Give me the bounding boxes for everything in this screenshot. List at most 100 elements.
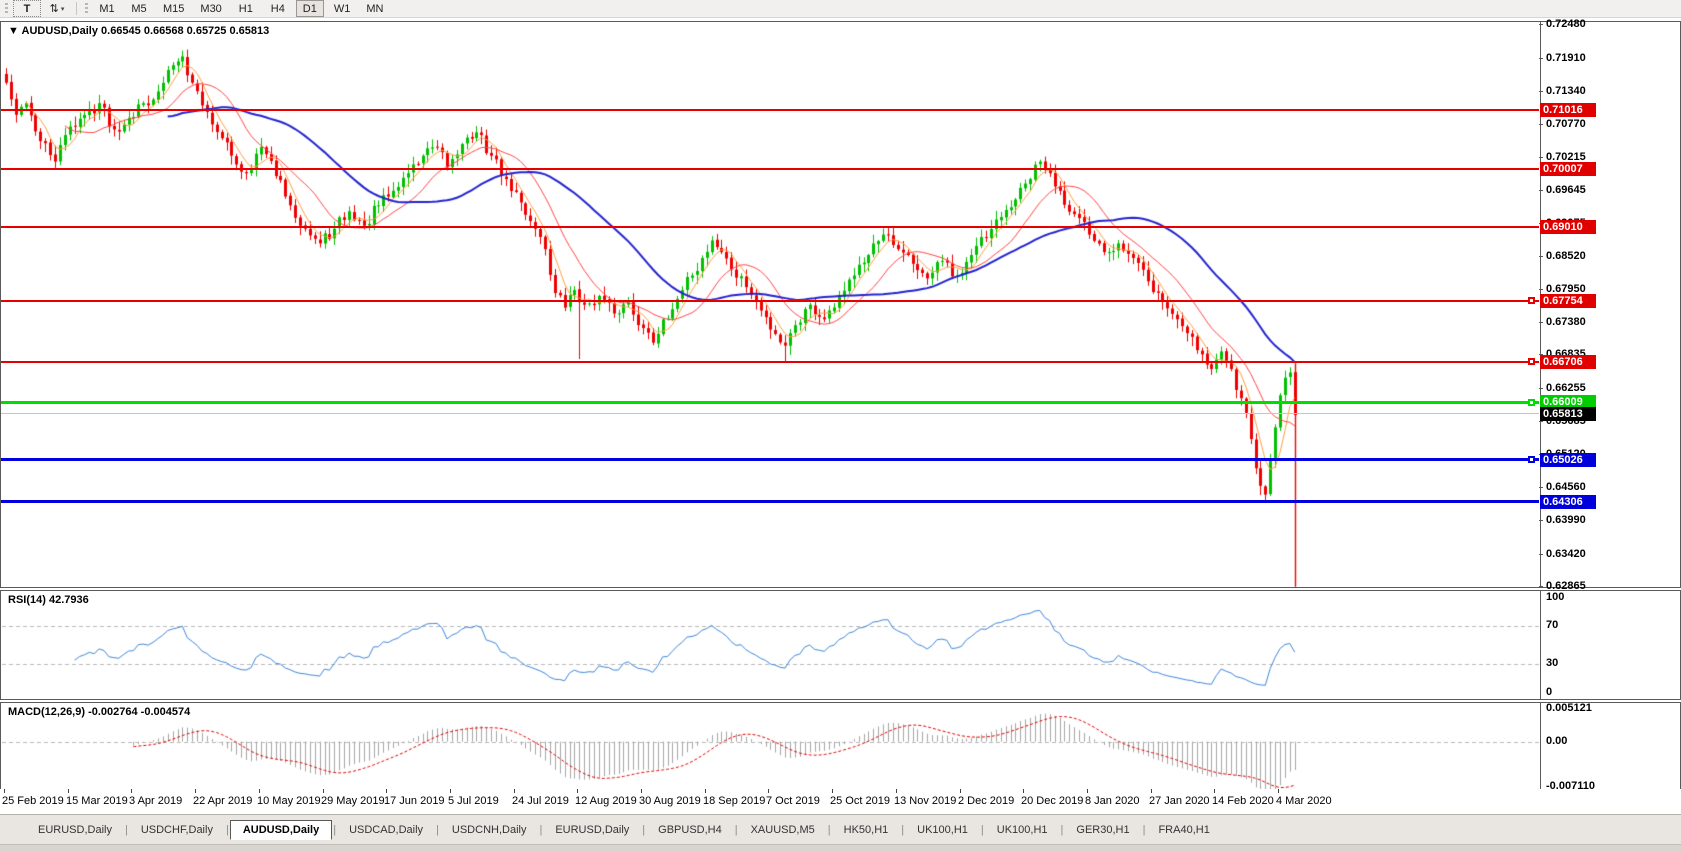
timeframe-button-m15[interactable]: M15 bbox=[163, 2, 185, 15]
window-bottom-strip bbox=[0, 844, 1681, 851]
macd-axis-line bbox=[1540, 703, 1541, 789]
time-tick bbox=[68, 789, 69, 793]
tab-separator: | bbox=[1060, 823, 1064, 836]
time-tick bbox=[705, 789, 706, 793]
timeframe-button-m30[interactable]: M30 bbox=[200, 2, 222, 15]
date-label: 29 May 2019 bbox=[321, 795, 385, 807]
chart-tab-fra40-h1[interactable]: FRA40,H1 bbox=[1158, 823, 1210, 836]
chart-tab-gbpusd-h4[interactable]: GBPUSD,H4 bbox=[658, 823, 722, 836]
chart-tab-usdcad-daily[interactable]: USDCAD,Daily bbox=[349, 823, 424, 836]
chart-tab-usdcnh-daily[interactable]: USDCNH,Daily bbox=[451, 823, 527, 836]
line-drag-handle[interactable] bbox=[1528, 399, 1535, 406]
chart-tab-ger30-h1[interactable]: GER30,H1 bbox=[1076, 823, 1130, 836]
rsi-canvas[interactable] bbox=[2, 592, 1540, 700]
horizontal-level-line-0.65026[interactable] bbox=[1, 458, 1539, 461]
price-tick bbox=[1539, 157, 1543, 158]
horizontal-level-line-0.64306[interactable] bbox=[1, 500, 1539, 503]
chart-tab-uk100-h1[interactable]: UK100,H1 bbox=[996, 823, 1048, 836]
chart-tab-usdchf-daily[interactable]: USDCHF,Daily bbox=[140, 823, 213, 836]
macd-indicator-panel[interactable]: MACD(12,26,9) -0.002764 -0.004574 bbox=[0, 702, 1681, 790]
rsi-axis-label: 70 bbox=[1546, 619, 1559, 631]
price-badge-0.66009: 0.66009 bbox=[1540, 395, 1596, 409]
date-label: 24 Jul 2019 bbox=[512, 795, 569, 807]
horizontal-level-line-0.71016[interactable] bbox=[1, 109, 1539, 111]
tab-separator: | bbox=[124, 823, 128, 836]
time-tick bbox=[1023, 789, 1024, 793]
symbol-period-label: AUDUSD,Daily bbox=[21, 25, 98, 37]
timeframe-button-w1[interactable]: W1 bbox=[333, 2, 351, 15]
chart-tab-audusd-daily[interactable]: AUDUSD,Daily bbox=[229, 819, 333, 840]
timeframe-button-m1[interactable]: M1 bbox=[99, 2, 115, 15]
timeframe-button-m5[interactable]: M5 bbox=[131, 2, 147, 15]
top-toolbar: T ⇅ ▾ M1 M5 M15 M30 H1 H4 D1 W1 MN bbox=[0, 0, 1681, 18]
price-tick bbox=[1539, 388, 1543, 389]
tab-separator: | bbox=[436, 823, 439, 836]
timeframe-button-d1[interactable]: D1 bbox=[295, 0, 324, 17]
tab-separator: | bbox=[901, 823, 905, 836]
candlestick-chart-canvas[interactable] bbox=[2, 23, 1540, 588]
timeframe-button-h1[interactable]: H1 bbox=[238, 2, 253, 15]
price-tick bbox=[1539, 487, 1543, 488]
chart-tab-xauusd-m5[interactable]: XAUUSD,M5 bbox=[750, 823, 815, 836]
rsi-indicator-panel[interactable]: RSI(14) 42.7936 bbox=[0, 590, 1681, 700]
price-badge-0.66706: 0.66706 bbox=[1540, 355, 1596, 369]
time-tick bbox=[768, 789, 769, 793]
horizontal-level-line-0.67754[interactable] bbox=[1, 300, 1539, 302]
chart-tab-uk100-h1[interactable]: UK100,H1 bbox=[917, 823, 968, 836]
horizontal-level-line-0.70007[interactable] bbox=[1, 168, 1539, 170]
timeframe-group: M1 M5 M15 M30 H1 H4 D1 W1 MN bbox=[93, 0, 389, 17]
chart-tab-eurusd-daily[interactable]: EURUSD,Daily bbox=[38, 823, 112, 836]
chart-tab-hk50-h1[interactable]: HK50,H1 bbox=[843, 823, 889, 836]
horizontal-level-line-0.66009[interactable] bbox=[1, 401, 1539, 404]
timeframe-button-mn[interactable]: MN bbox=[366, 2, 384, 15]
price-axis-label: 0.68520 bbox=[1546, 250, 1586, 262]
arrows-dropdown-button[interactable]: ⇅ ▾ bbox=[43, 0, 71, 17]
horizontal-level-line-0.66706[interactable] bbox=[1, 361, 1539, 363]
macd-canvas[interactable] bbox=[2, 704, 1540, 790]
text-tool-button[interactable]: T bbox=[13, 0, 41, 17]
tab-separator: | bbox=[734, 823, 738, 836]
price-tick bbox=[1539, 322, 1543, 323]
line-drag-handle[interactable] bbox=[1528, 456, 1535, 463]
chart-tab-eurusd-daily[interactable]: EURUSD,Daily bbox=[555, 823, 630, 836]
timeframe-button-h4[interactable]: H4 bbox=[270, 2, 285, 15]
toolbar-grip[interactable] bbox=[85, 2, 88, 15]
price-chart-panel[interactable]: ▼ AUDUSD,Daily 0.66545 0.66568 0.65725 0… bbox=[0, 21, 1681, 588]
time-tick bbox=[514, 789, 515, 793]
line-drag-handle[interactable] bbox=[1528, 297, 1535, 304]
date-label: 25 Oct 2019 bbox=[830, 795, 890, 807]
time-tick bbox=[577, 789, 578, 793]
date-label: 17 Jun 2019 bbox=[384, 795, 445, 807]
price-axis-label: 0.69645 bbox=[1546, 184, 1586, 196]
macd-axis-label: 0.00 bbox=[1546, 735, 1568, 747]
price-badge-0.69010: 0.69010 bbox=[1540, 220, 1596, 234]
price-axis-label: 0.63420 bbox=[1546, 548, 1586, 560]
tab-separator: | bbox=[827, 823, 831, 836]
price-tick bbox=[1539, 58, 1543, 59]
price-badge-0.65026: 0.65026 bbox=[1540, 453, 1596, 467]
price-tick bbox=[1539, 190, 1543, 191]
line-drag-handle[interactable] bbox=[1528, 358, 1535, 365]
tab-separator: | bbox=[225, 823, 229, 836]
date-label: 13 Nov 2019 bbox=[894, 795, 957, 807]
price-tick bbox=[1539, 124, 1543, 125]
rsi-axis-label: 30 bbox=[1546, 657, 1559, 669]
tab-separator: | bbox=[539, 823, 543, 836]
price-tick bbox=[1539, 554, 1543, 555]
price-axis-label: 0.71340 bbox=[1546, 85, 1586, 97]
price-axis-label: 0.72480 bbox=[1546, 18, 1586, 30]
price-axis-label: 0.67950 bbox=[1546, 283, 1586, 295]
toolbar-grip[interactable] bbox=[5, 2, 8, 15]
time-tick bbox=[1278, 789, 1279, 793]
chart-title: ▼ AUDUSD,Daily 0.66545 0.66568 0.65725 0… bbox=[8, 25, 269, 37]
date-label: 5 Jul 2019 bbox=[448, 795, 499, 807]
time-axis: 25 Feb 2019 15 Mar 2019 3 Apr 2019 22 Apr 2… bbox=[0, 789, 1681, 813]
time-tick bbox=[960, 789, 961, 793]
collapse-triangle-icon[interactable]: ▼ bbox=[8, 25, 19, 37]
time-tick bbox=[259, 789, 260, 793]
date-label: 4 Mar 2020 bbox=[1276, 795, 1332, 807]
price-tick bbox=[1539, 289, 1543, 290]
price-badge-0.71016: 0.71016 bbox=[1540, 103, 1596, 117]
horizontal-level-line-0.69010[interactable] bbox=[1, 226, 1539, 228]
